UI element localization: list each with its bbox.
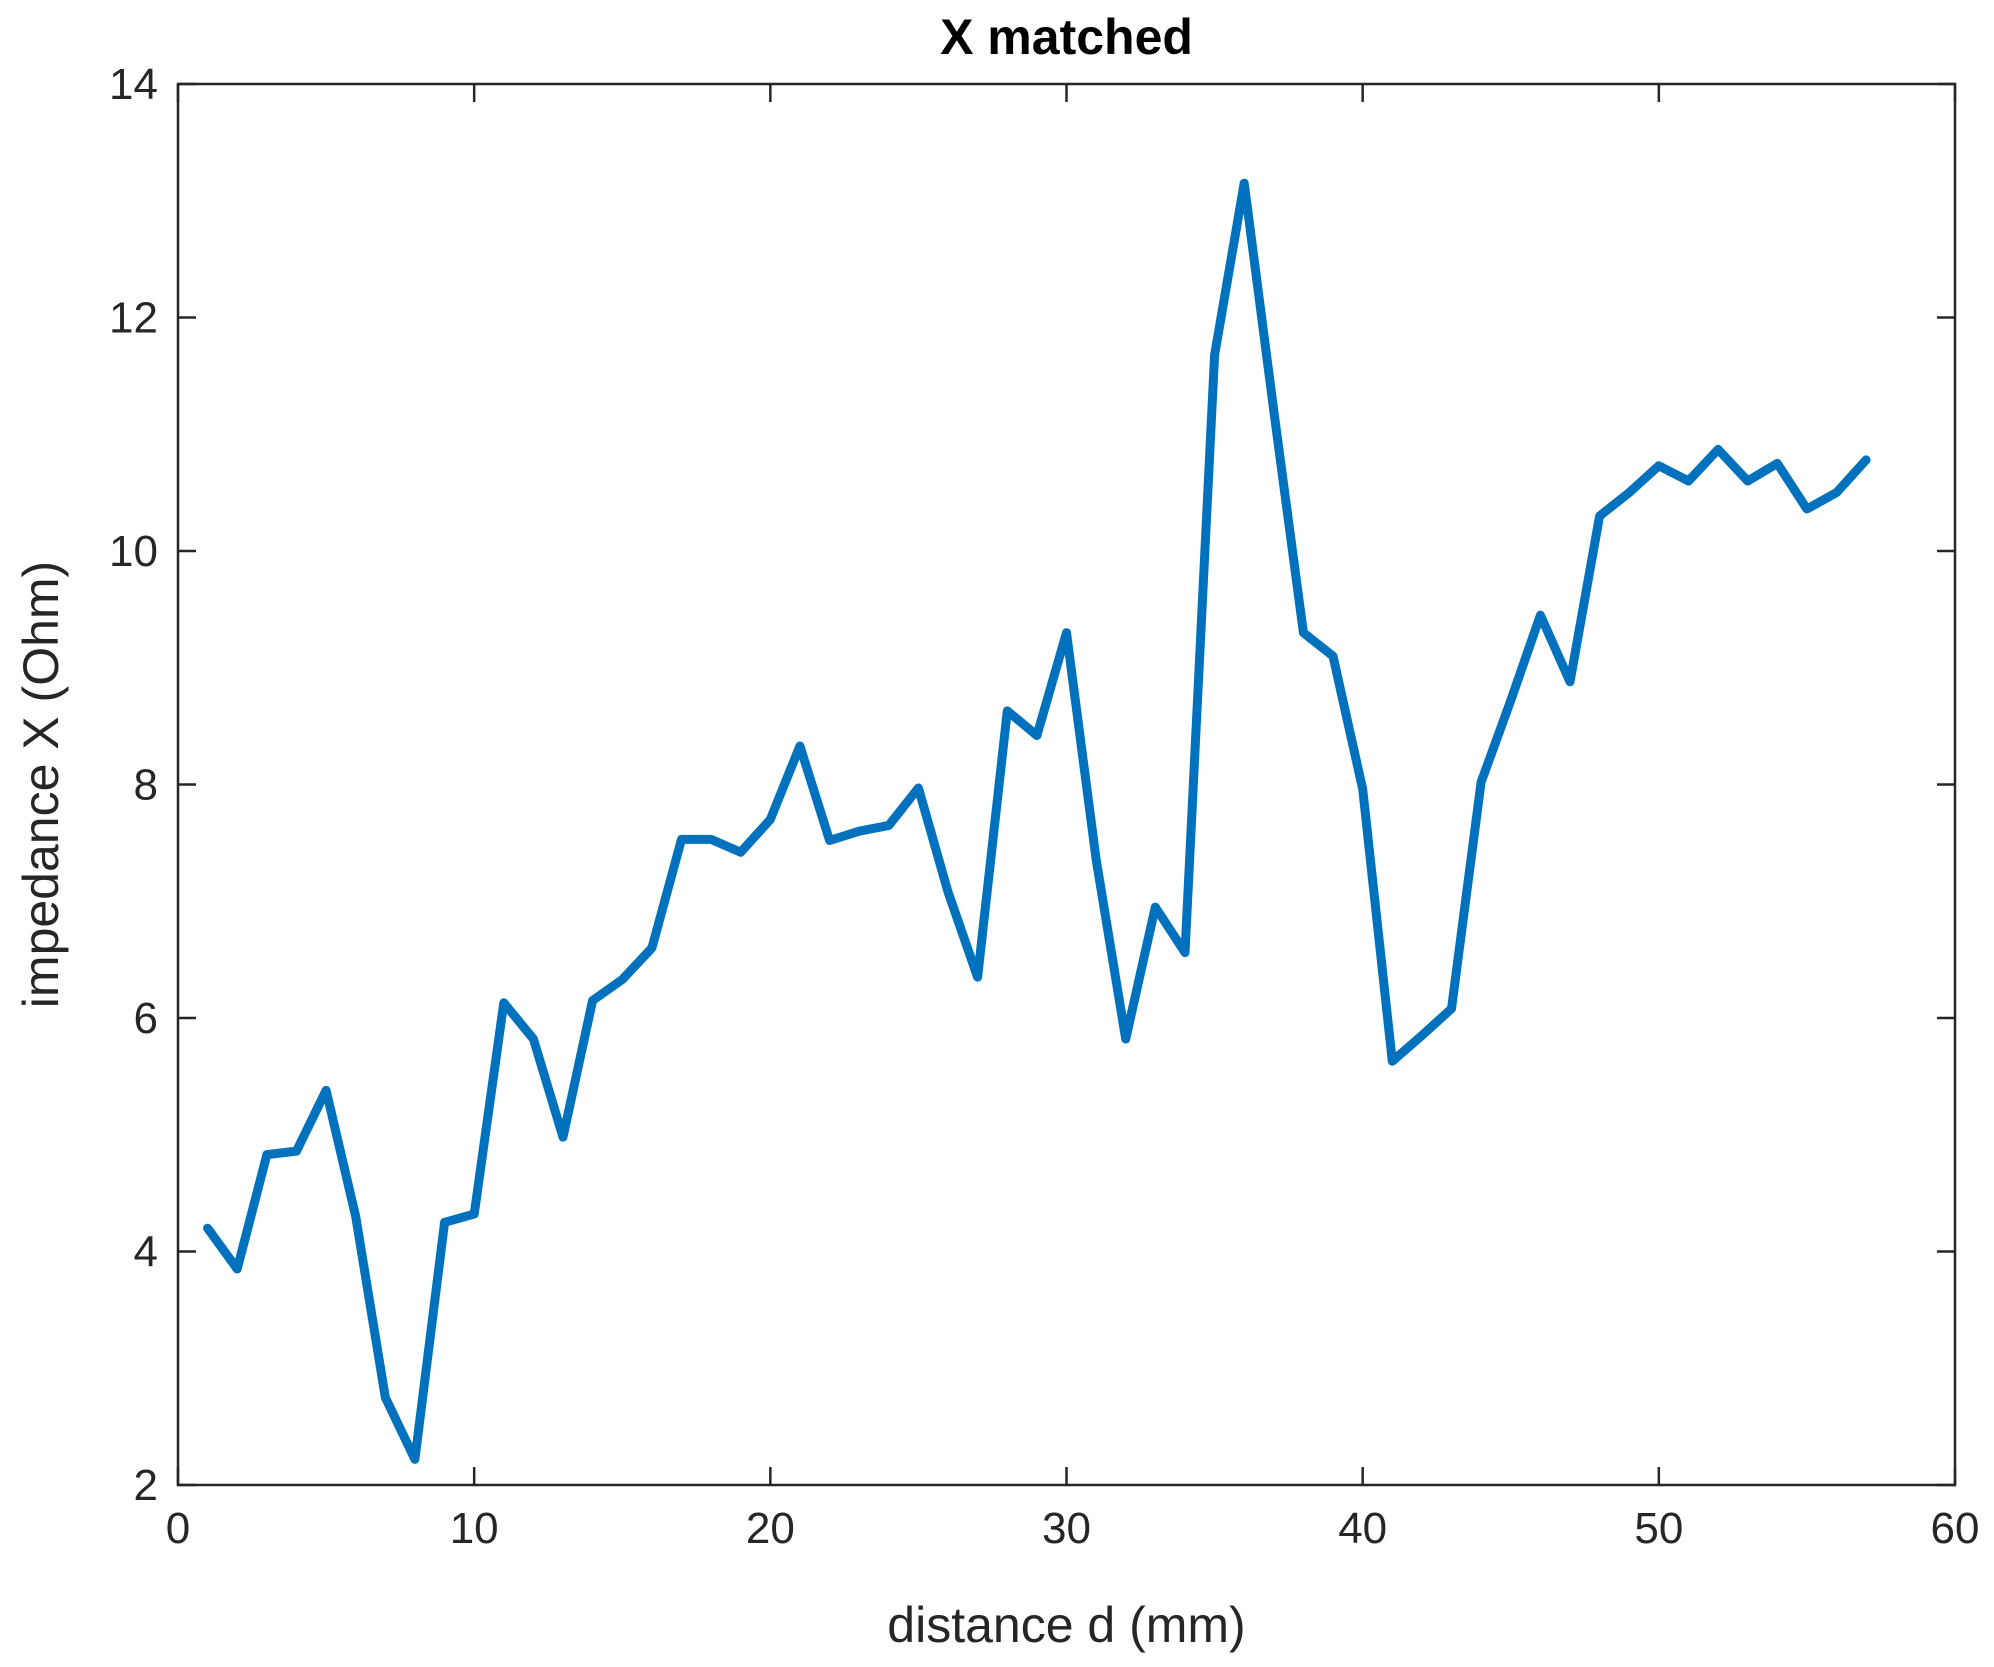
x-tick-label-60: 60 [1931,1504,1980,1553]
plot-frame [176,82,1957,1487]
y-tick-label-4: 4 [134,1228,158,1277]
y-tick-label-6: 6 [134,994,158,1043]
chart-title: X matched [940,9,1193,65]
ticks-layer [176,82,1957,1487]
y-tick-label-2: 2 [134,1461,158,1510]
series-line-0 [203,178,1871,1464]
y-tick-label-8: 8 [134,761,158,810]
y-tick-label-12: 12 [109,294,158,343]
x-tick-label-20: 20 [746,1504,795,1553]
y-axis-label: impedance X (Ohm) [13,561,69,1008]
tick-labels-layer: 0 10 20 30 40 50 60 2 4 6 8 10 12 14 [109,60,1979,1553]
x-tick-label-50: 50 [1634,1504,1683,1553]
y-tick-label-14: 14 [109,60,158,109]
x-axis-label: distance d (mm) [887,1597,1245,1653]
x-tick-label-10: 10 [450,1504,499,1553]
x-tick-label-40: 40 [1338,1504,1387,1553]
series-layer [203,178,1871,1464]
x-tick-label-0: 0 [166,1504,190,1553]
x-tick-label-30: 30 [1042,1504,1091,1553]
y-tick-label-10: 10 [109,527,158,576]
